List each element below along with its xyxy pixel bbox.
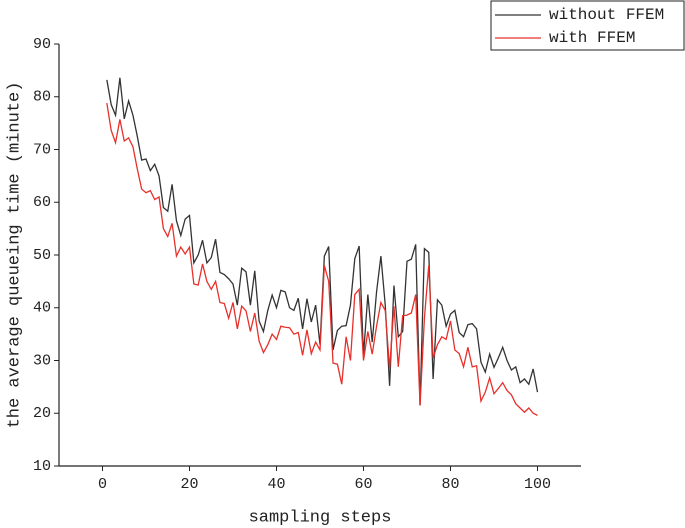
x-tick-label: 40 — [267, 476, 285, 493]
x-tick-label: 0 — [98, 476, 107, 493]
legend-label: with FFEM — [549, 29, 635, 47]
x-tick-label: 80 — [441, 476, 459, 493]
y-tick-label: 40 — [33, 300, 51, 317]
y-tick-label: 50 — [33, 247, 51, 264]
legend-box — [490, 0, 685, 51]
y-tick-label: 70 — [33, 141, 51, 158]
legend-label: without FFEM — [549, 6, 664, 24]
y-tick-label: 10 — [33, 458, 51, 475]
x-tick-label: 100 — [524, 476, 551, 493]
y-tick-label: 60 — [33, 194, 51, 211]
data-line — [106, 77, 539, 406]
x-tick-label: 20 — [180, 476, 198, 493]
data-line — [106, 102, 538, 416]
y-tick-label: 90 — [33, 36, 51, 53]
y-tick-label: 80 — [33, 89, 51, 106]
y-tick-label: 20 — [33, 405, 51, 422]
y-axis-label: the average queueing time (minute) — [5, 82, 24, 429]
y-tick-label: 30 — [33, 352, 51, 369]
x-tick-label: 60 — [354, 476, 372, 493]
x-axis-label: sampling steps — [249, 508, 392, 527]
